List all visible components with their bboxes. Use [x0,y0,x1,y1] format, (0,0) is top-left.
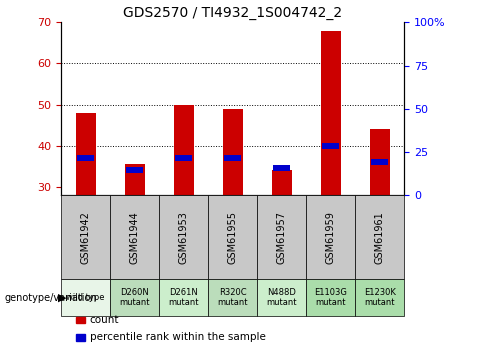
Text: percentile rank within the sample: percentile rank within the sample [90,333,266,342]
Text: GSM61942: GSM61942 [81,211,91,264]
Bar [273,165,290,171]
Bar [224,155,241,161]
Text: GSM61961: GSM61961 [375,211,385,264]
Bar [370,129,390,195]
Bar [223,109,243,195]
Bar [321,31,341,195]
Bar [371,159,388,165]
Bar [77,155,94,161]
Text: D261N
mutant: D261N mutant [169,288,199,307]
Bar [322,142,339,149]
Bar [272,170,292,195]
Text: E1230K
mutant: E1230K mutant [364,288,396,307]
Bar [175,155,192,161]
Text: ▶: ▶ [58,293,66,303]
Bar [174,105,194,195]
Text: N488D
mutant: N488D mutant [267,288,297,307]
Text: GSM61955: GSM61955 [228,211,238,264]
Bar [125,164,145,195]
Text: wild type: wild type [67,293,105,302]
Title: GDS2570 / TI4932_1S004742_2: GDS2570 / TI4932_1S004742_2 [123,6,343,20]
Bar [76,113,96,195]
Text: genotype/variation: genotype/variation [5,293,98,303]
Text: E1103G
mutant: E1103G mutant [314,288,347,307]
Bar [126,167,143,173]
Text: GSM61953: GSM61953 [179,211,189,264]
Text: count: count [90,315,119,325]
Text: D260N
mutant: D260N mutant [120,288,150,307]
Text: GSM61944: GSM61944 [130,211,140,264]
Text: GSM61959: GSM61959 [326,211,336,264]
Text: R320C
mutant: R320C mutant [218,288,248,307]
Text: GSM61957: GSM61957 [277,211,287,264]
